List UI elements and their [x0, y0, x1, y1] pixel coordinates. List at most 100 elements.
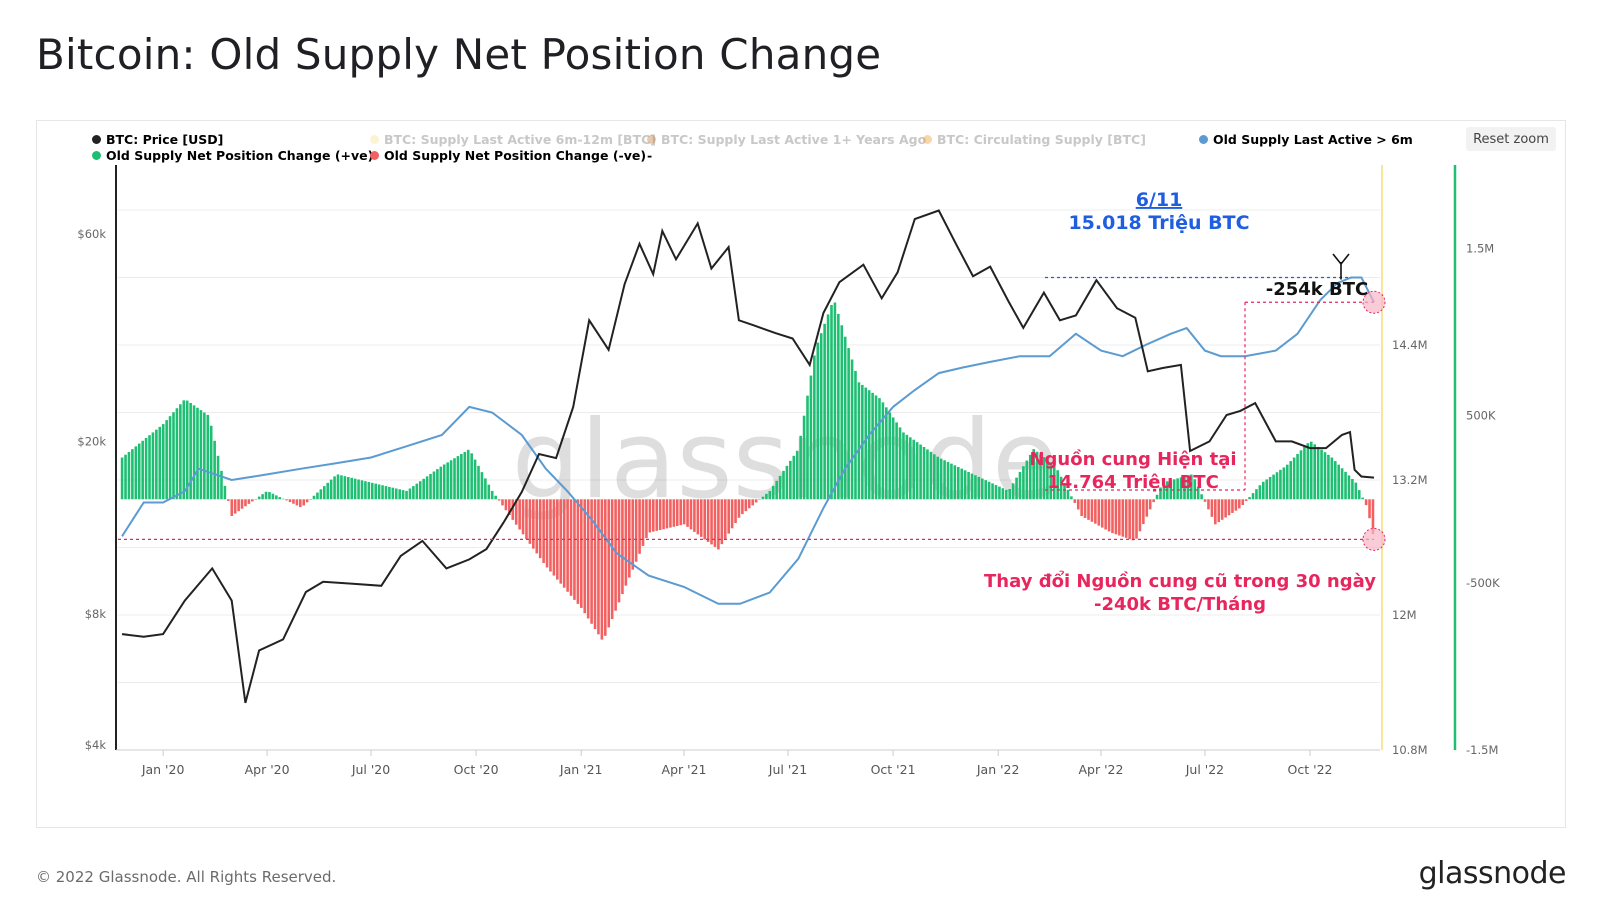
- legend-item[interactable]: BTC: Price [USD]: [92, 132, 223, 147]
- net-change-bar: [148, 435, 151, 500]
- net-change-bar: [1258, 485, 1262, 500]
- net-change-bar: [792, 455, 796, 500]
- net-change-bar: [329, 479, 333, 500]
- net-change-bar: [1008, 489, 1011, 500]
- net-change-bar: [501, 499, 504, 506]
- legend-item[interactable]: BTC: Circulating Supply [BTC]: [923, 132, 1146, 147]
- grid-layer: [118, 209, 1380, 751]
- net-change-bar: [710, 499, 713, 545]
- net-change-bar: [1333, 461, 1337, 500]
- legend-item[interactable]: -: [647, 148, 652, 163]
- net-change-bar: [1118, 499, 1121, 536]
- net-change-bar: [699, 499, 703, 537]
- net-change-bar: [388, 486, 391, 500]
- net-change-bar: [127, 451, 131, 500]
- net-change-bar: [1361, 497, 1364, 500]
- net-change-bar: [244, 499, 247, 507]
- legend-item[interactable]: Old Supply Last Active > 6m: [1199, 132, 1413, 147]
- net-change-bar: [1142, 499, 1145, 525]
- net-change-bar: [984, 480, 988, 500]
- net-change-bar: [1327, 454, 1330, 500]
- net-change-bar: [741, 499, 744, 515]
- net-change-bar: [634, 499, 638, 562]
- net-change-bar: [610, 499, 614, 620]
- net-change-bar: [367, 482, 371, 500]
- net-change-bar: [1217, 499, 1221, 523]
- legend-dot-icon: [370, 151, 379, 160]
- net-change-bar: [415, 483, 419, 500]
- reset-zoom-button[interactable]: Reset zoom: [1466, 127, 1556, 151]
- net-change-bar: [970, 473, 974, 500]
- net-change-bar: [813, 355, 816, 500]
- legend-item[interactable]: BTC: Supply Last Active 6m-12m [BTC]: [370, 132, 656, 147]
- net-change-bar: [281, 498, 285, 500]
- net-change-bar: [960, 468, 964, 500]
- net-change-bar: [974, 475, 977, 500]
- net-change-bar: [1323, 452, 1327, 500]
- legend-label: BTC: Supply Last Active 6m-12m [BTC]: [384, 132, 656, 147]
- net-change-bar: [357, 479, 360, 500]
- net-change-bar: [168, 416, 172, 500]
- net-change-bar: [124, 454, 127, 500]
- x-tick-label: Oct '22: [1288, 762, 1333, 777]
- legend-item[interactable]: Old Supply Net Position Change (-ve): [370, 148, 646, 163]
- net-change-bar: [1364, 499, 1368, 506]
- net-change-bar: [1309, 441, 1313, 500]
- net-change-bar: [508, 499, 511, 516]
- net-change-bar: [795, 450, 799, 500]
- net-change-bar: [1032, 449, 1035, 500]
- net-change-bar: [569, 499, 573, 596]
- legend-item[interactable]: BTC: Supply Last Active 1+ Years Ago: [647, 132, 926, 147]
- net-change-bar: [538, 499, 542, 559]
- net-change-bar: [953, 465, 957, 500]
- net-change-bar: [1004, 489, 1008, 500]
- net-change-bar: [597, 499, 600, 635]
- net-change-bar: [480, 472, 484, 500]
- net-change-bar: [309, 499, 312, 500]
- net-change-bar: [511, 499, 515, 520]
- supply-tick-label: 10.8M: [1392, 743, 1428, 757]
- legend-item[interactable]: Old Supply Net Position Change (+ve): [92, 148, 373, 163]
- net-change-bar: [120, 457, 124, 500]
- net-change-bar: [819, 333, 823, 500]
- net-change-bar: [1320, 449, 1323, 500]
- current-supply-label: Nguồn cung Hiện tại: [1029, 449, 1236, 470]
- net-change-bar: [1148, 499, 1152, 510]
- net-change-bar: [360, 480, 364, 500]
- net-change-bar: [823, 323, 826, 500]
- legend-dot-icon: [647, 135, 656, 144]
- net-change-bar: [1347, 475, 1351, 500]
- net-change-bar: [487, 484, 491, 500]
- net-change-bar: [727, 499, 730, 534]
- net-change-bar: [494, 495, 497, 500]
- net-change-bar: [1097, 499, 1101, 526]
- net-change-bar: [696, 499, 700, 535]
- net-change-bar: [655, 499, 659, 531]
- net-change-bar: [675, 499, 679, 526]
- net-change-bar: [1279, 469, 1282, 500]
- net-change-bar: [830, 304, 833, 500]
- net-change-bar: [384, 486, 388, 500]
- peak-date-label: 6/11: [1136, 189, 1183, 211]
- net-change-bar: [134, 446, 138, 500]
- net-change-bar: [1183, 476, 1186, 500]
- net-change-bar: [1275, 472, 1279, 500]
- net-change-bar: [1152, 499, 1155, 503]
- net-change-bar: [216, 455, 220, 500]
- net-change-bar: [1083, 499, 1087, 518]
- net-change-bar: [1011, 483, 1015, 500]
- supply-tick-label: 12M: [1392, 608, 1417, 622]
- net-change-bar: [1042, 457, 1046, 500]
- net-change-bar: [826, 314, 830, 500]
- net-change-bar: [285, 499, 288, 501]
- net-change-bar: [939, 458, 943, 500]
- net-change-bar: [340, 475, 343, 500]
- net-change-bar: [1001, 488, 1005, 500]
- net-change-bar: [799, 435, 802, 500]
- net-change-bar: [196, 407, 199, 500]
- net-change-bar: [326, 482, 330, 500]
- net-change-bar: [264, 491, 268, 500]
- net-change-bar: [514, 499, 518, 525]
- net-change-bar: [295, 499, 299, 506]
- net-change-bar: [915, 442, 919, 500]
